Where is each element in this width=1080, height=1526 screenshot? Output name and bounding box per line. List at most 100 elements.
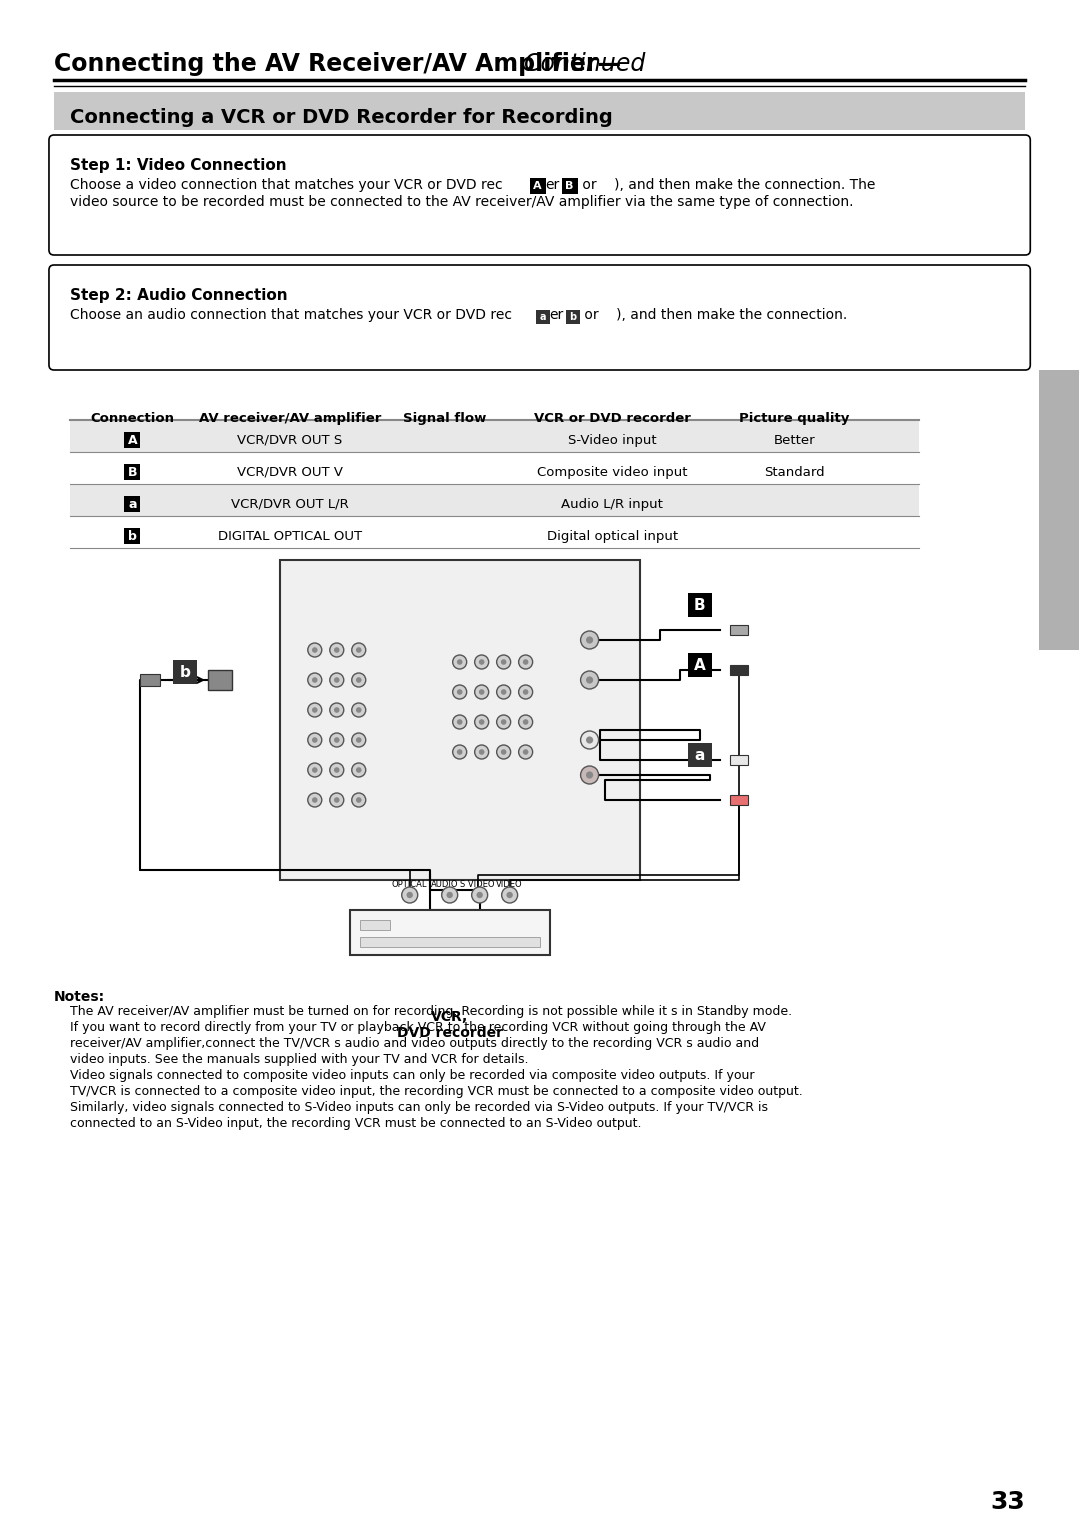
Bar (173, 661, 197, 684)
Circle shape (356, 768, 362, 772)
Circle shape (523, 749, 528, 755)
Text: DIGITAL OPTICAL OUT: DIGITAL OPTICAL OUT (218, 530, 362, 543)
Bar (360, 920, 390, 929)
Bar (54, 92, 1025, 130)
Circle shape (497, 745, 511, 758)
Circle shape (352, 673, 366, 687)
Bar (124, 432, 140, 449)
Circle shape (334, 768, 339, 772)
Circle shape (308, 673, 322, 687)
Circle shape (329, 673, 343, 687)
Circle shape (581, 671, 598, 690)
Text: A: A (693, 658, 705, 673)
Text: Standard: Standard (765, 465, 825, 479)
Circle shape (523, 719, 528, 725)
Text: Digital optical input: Digital optical input (546, 530, 677, 543)
Circle shape (446, 891, 453, 899)
Circle shape (352, 732, 366, 748)
Text: B: B (127, 465, 137, 479)
Bar (350, 909, 550, 955)
Circle shape (442, 887, 458, 903)
Text: VCR,
DVD recorder: VCR, DVD recorder (396, 1010, 502, 1041)
Circle shape (501, 659, 507, 665)
Text: video source to be recorded must be connected to the AV receiver/AV amplifier vi: video source to be recorded must be conn… (70, 195, 853, 209)
Circle shape (523, 659, 528, 665)
Circle shape (334, 678, 339, 682)
Circle shape (586, 676, 593, 684)
Text: or    ), and then make the connection.: or ), and then make the connection. (580, 308, 847, 322)
Text: a: a (129, 497, 137, 511)
Circle shape (356, 737, 362, 743)
Bar (562, 179, 578, 194)
Text: VIDEO
IN: VIDEO IN (497, 881, 523, 899)
Text: b: b (127, 530, 137, 543)
Bar (730, 795, 748, 806)
Circle shape (329, 763, 343, 777)
Text: S VIDEO
IN: S VIDEO IN (460, 881, 495, 899)
Circle shape (457, 659, 462, 665)
Bar (730, 626, 748, 635)
Bar (70, 452, 919, 484)
Circle shape (453, 655, 467, 668)
Circle shape (312, 737, 318, 743)
Circle shape (453, 745, 467, 758)
Circle shape (334, 797, 339, 803)
Circle shape (478, 719, 485, 725)
Circle shape (308, 763, 322, 777)
Bar (529, 179, 545, 194)
Circle shape (507, 891, 513, 899)
Text: a: a (539, 311, 545, 322)
Circle shape (352, 763, 366, 777)
Circle shape (478, 659, 485, 665)
FancyBboxPatch shape (49, 266, 1030, 369)
Circle shape (308, 703, 322, 717)
Circle shape (312, 678, 318, 682)
Text: video inputs. See the manuals supplied with your TV and VCR for details.: video inputs. See the manuals supplied w… (70, 1053, 528, 1067)
Circle shape (334, 737, 339, 743)
Text: VCR/DVR OUT S: VCR/DVR OUT S (238, 433, 342, 447)
Circle shape (518, 745, 532, 758)
Circle shape (356, 707, 362, 713)
Text: A: A (534, 182, 542, 191)
Circle shape (475, 716, 488, 729)
Circle shape (352, 642, 366, 658)
Circle shape (581, 630, 598, 649)
Circle shape (308, 642, 322, 658)
Bar (536, 310, 550, 324)
Circle shape (334, 647, 339, 653)
Circle shape (475, 745, 488, 758)
Circle shape (312, 768, 318, 772)
Circle shape (356, 647, 362, 653)
Circle shape (497, 716, 511, 729)
Circle shape (518, 685, 532, 699)
Circle shape (501, 719, 507, 725)
Circle shape (329, 794, 343, 807)
Bar (688, 653, 712, 678)
Circle shape (457, 719, 462, 725)
Circle shape (581, 766, 598, 784)
Bar (124, 496, 140, 513)
Bar (280, 560, 639, 881)
Text: b: b (569, 311, 576, 322)
Text: Similarly, video signals connected to S-Video inputs can only be recorded via S-: Similarly, video signals connected to S-… (70, 1100, 768, 1114)
Circle shape (352, 703, 366, 717)
Bar (730, 665, 748, 674)
Circle shape (501, 749, 507, 755)
Bar (70, 516, 919, 548)
Bar (360, 937, 540, 948)
Circle shape (581, 731, 598, 749)
Circle shape (329, 703, 343, 717)
Text: A: A (127, 433, 137, 447)
Circle shape (329, 732, 343, 748)
Text: Composite video input: Composite video input (537, 465, 687, 479)
Text: VCR/DVR OUT V: VCR/DVR OUT V (237, 465, 342, 479)
Text: If you want to record directly from your TV or playback VCR to the recording VCR: If you want to record directly from your… (70, 1021, 766, 1035)
Text: B: B (693, 598, 705, 612)
Text: Signal flow: Signal flow (403, 412, 486, 426)
Circle shape (312, 797, 318, 803)
Circle shape (501, 887, 517, 903)
Bar (688, 594, 712, 617)
Bar (688, 743, 712, 768)
Bar (70, 484, 919, 516)
Circle shape (312, 707, 318, 713)
